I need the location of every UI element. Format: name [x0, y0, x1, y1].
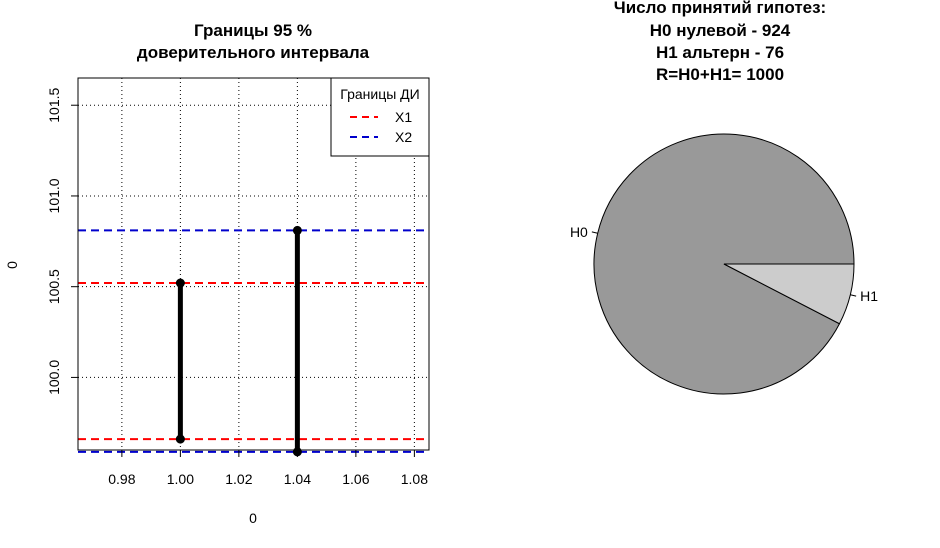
x-tick-label: 1.06 [342, 471, 369, 487]
left-title-line-2: доверительного интервала [137, 43, 370, 62]
ci-upper-point [175, 278, 185, 288]
pie-chart: H0 H1 [570, 133, 878, 395]
x-axis-label: 0 [249, 510, 257, 526]
pie-slice-label: H0 [570, 224, 588, 240]
x-tick-label: 1.08 [401, 471, 428, 487]
y-tick-label: 101.0 [46, 178, 62, 213]
x-tick-label: 1.02 [225, 471, 252, 487]
left-title-line-1: Границы 95 % [194, 21, 312, 40]
y-tick-label: 101.5 [46, 87, 62, 122]
legend-title: Границы ДИ [340, 86, 419, 102]
y-tick-label: 100.0 [46, 360, 62, 395]
legend-label-x2: X2 [395, 129, 412, 145]
pie-slice-h1 [723, 263, 855, 325]
pie-title-line-3: H1 альтерн - 76 [656, 43, 784, 62]
y-axis-label: 0 [4, 261, 20, 269]
pie-title-line-4: R=H0+H1= 1000 [656, 65, 784, 84]
x-tick-label: 0.98 [108, 471, 135, 487]
pie-title-line-1: Число принятий гипотез: [614, 0, 826, 17]
pie-label-leader [850, 294, 857, 297]
y-tick-label: 100.5 [46, 269, 62, 304]
ci-segments [175, 225, 302, 457]
plot-frame [77, 77, 430, 451]
ci-lower-point [175, 434, 185, 444]
ci-upper-point [292, 225, 302, 235]
legend-box [330, 77, 430, 157]
x-tick-label: 1.04 [284, 471, 311, 487]
pie-label-leader [591, 231, 598, 234]
pie-slice-label: H1 [860, 288, 878, 304]
ci-bound-lines [78, 229, 429, 453]
x-tick-label: 1.00 [167, 471, 194, 487]
legend-label-x1: X1 [395, 109, 412, 125]
legend: Границы ДИ X1 X2 [330, 77, 430, 157]
axis-ticks: 0.98 1.00 1.02 1.04 1.06 1.08 100.0 100.5 101.0 1… [46, 87, 428, 487]
pie-title-line-2: H0 нулевой - 924 [650, 21, 791, 40]
